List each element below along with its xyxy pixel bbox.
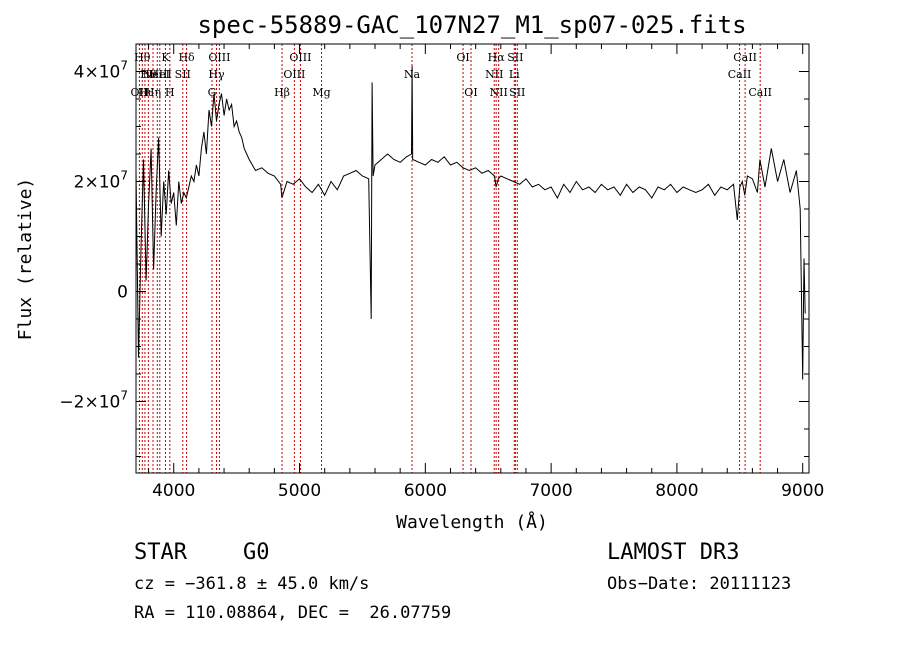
- plot-frame: [135, 43, 810, 474]
- y-tick-label: 0: [117, 283, 128, 303]
- x-axis: 4000 5000 6000 7000 8000 9000: [148, 44, 824, 501]
- object-subclass: G0: [243, 540, 270, 565]
- y-tick-label: 4×107: [74, 59, 128, 83]
- line-label: SII: [509, 86, 525, 99]
- line-label: H: [165, 86, 175, 99]
- line-label: OI: [464, 86, 477, 99]
- y-tick-base: 2×10: [74, 173, 121, 193]
- y-axis-label: Flux (relative): [15, 178, 36, 341]
- line-label: OI: [456, 51, 469, 64]
- line-label: Hη: [145, 86, 161, 99]
- line-label: SII: [175, 68, 191, 81]
- line-label: CaII: [748, 86, 772, 99]
- line-label: G: [208, 86, 217, 99]
- x-tick-label: 6000: [404, 481, 447, 501]
- line-label: Hι: [138, 86, 152, 99]
- observation-date: Obs−Date: 20111123: [607, 574, 792, 594]
- y-tick-exponent: 7: [120, 59, 128, 73]
- line-label: OIII: [289, 51, 311, 64]
- line-label: CaII: [733, 51, 757, 64]
- x-axis-label: Wavelength (Å): [396, 511, 548, 533]
- line-label: Hγ: [208, 68, 225, 81]
- line-label: NII: [490, 86, 508, 99]
- y-tick-base: 0: [117, 283, 128, 303]
- spectrum-series: [135, 65, 806, 380]
- coordinates: RA = 110.08864, DEC = 26.07759: [134, 603, 452, 623]
- line-label: Hθ: [134, 51, 151, 64]
- line-label: Mg: [312, 86, 330, 99]
- survey-name: LAMOST DR3: [607, 540, 740, 565]
- line-label: Hα: [488, 51, 506, 64]
- x-tick-label: 7000: [529, 481, 572, 501]
- x-tick-label: 8000: [655, 481, 698, 501]
- x-tick-label: 9000: [781, 481, 824, 501]
- chart-title: spec-55889-GAC_107N27_M1_sp07-025.fits: [197, 11, 746, 39]
- line-label: OIII: [208, 51, 230, 64]
- line-label: NII: [485, 68, 503, 81]
- line-label: K: [161, 51, 170, 64]
- redshift-velocity: cz = −361.8 ± 45.0 km/s: [134, 574, 370, 594]
- line-label: OII: [131, 86, 149, 99]
- line-label: Hδ: [178, 51, 195, 64]
- line-label: NeIII: [143, 68, 172, 81]
- x-tick-label: 5000: [278, 481, 321, 501]
- line-label: Li: [509, 68, 520, 81]
- line-label: OIII: [283, 68, 305, 81]
- x-tick-label: 4000: [152, 481, 195, 501]
- y-tick-exponent: 7: [120, 389, 128, 403]
- spectral-line-markers: [138, 44, 761, 473]
- y-tick-base: −2×10: [59, 393, 120, 413]
- spectral-line-labels: OIIHθHιHθHηNeIIIHeIKHSIIHδGHγOIIIHβOIIIO…: [131, 51, 772, 99]
- object-class: STAR: [134, 540, 187, 565]
- y-tick-base: 4×10: [74, 63, 121, 83]
- line-label: Hβ: [274, 86, 290, 99]
- y-tick-label: −2×107: [59, 389, 128, 413]
- line-label: SII: [507, 51, 523, 64]
- line-label: HeI: [150, 68, 170, 81]
- line-label: CaII: [728, 68, 752, 81]
- y-tick-exponent: 7: [120, 169, 128, 183]
- y-tick-label: 2×107: [74, 169, 128, 193]
